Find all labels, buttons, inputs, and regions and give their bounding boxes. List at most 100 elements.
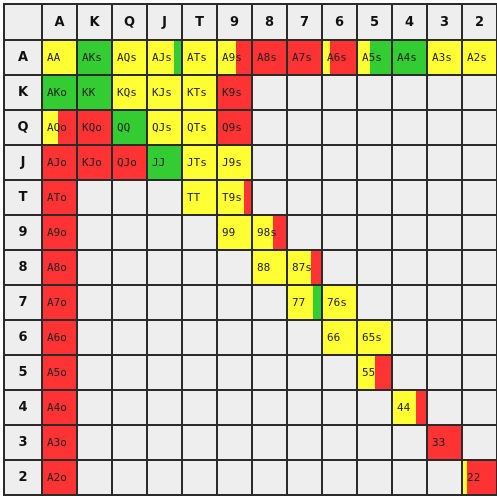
hand-cell-AQo[interactable]: AQo (43, 111, 76, 144)
hand-label: J9s (222, 156, 242, 169)
hand-cell-AQs[interactable]: AQs (113, 41, 146, 74)
hand-cell-87s[interactable]: 87s (288, 251, 321, 284)
column-header-2: 2 (463, 5, 496, 39)
hand-cell-A3s[interactable]: A3s (428, 41, 461, 74)
frequency-segment-red (43, 391, 76, 424)
frequency-segment-red (43, 181, 76, 214)
frequency-segment-green (393, 41, 426, 74)
frequency-segment-red (253, 41, 286, 74)
hand-cell-A8s[interactable]: A8s (253, 41, 286, 74)
hand-label: A4s (397, 51, 417, 64)
empty-cell (358, 426, 391, 459)
empty-cell (428, 286, 461, 319)
hand-cell-A4o[interactable]: A4o (43, 391, 76, 424)
hand-cell-A7o[interactable]: A7o (43, 286, 76, 319)
hand-cell-Q9s[interactable]: Q9s (218, 111, 251, 144)
hand-cell-A6s[interactable]: A6s (323, 41, 356, 74)
hand-cell-98s[interactable]: 98s (253, 216, 286, 249)
empty-cell (428, 181, 461, 214)
hand-cell-A4s[interactable]: A4s (393, 41, 426, 74)
hand-cell-AKs[interactable]: AKs (78, 41, 111, 74)
hand-cell-TT[interactable]: TT (183, 181, 216, 214)
hand-cell-A3o[interactable]: A3o (43, 426, 76, 459)
hand-cell-AKo[interactable]: AKo (43, 76, 76, 109)
empty-cell (288, 181, 321, 214)
frequency-segment-red (43, 251, 76, 284)
empty-cell (463, 426, 496, 459)
hand-cell-88[interactable]: 88 (253, 251, 286, 284)
empty-cell (253, 76, 286, 109)
hand-cell-QQ[interactable]: QQ (113, 111, 146, 144)
hand-cell-A5o[interactable]: A5o (43, 356, 76, 389)
frequency-segment-yellow (288, 251, 312, 284)
hand-cell-J9s[interactable]: J9s (218, 146, 251, 179)
frequency-segment-green (174, 41, 181, 74)
frequency-segment-red (236, 41, 251, 74)
hand-label: QJs (152, 121, 172, 134)
hand-cell-KTs[interactable]: KTs (183, 76, 216, 109)
empty-cell (78, 391, 111, 424)
hand-cell-76s[interactable]: 76s (323, 286, 356, 319)
empty-cell (253, 286, 286, 319)
hand-label: 88 (257, 261, 271, 274)
hand-cell-JJ[interactable]: JJ (148, 146, 181, 179)
hand-cell-33[interactable]: 33 (428, 426, 461, 459)
hand-cell-A8o[interactable]: A8o (43, 251, 76, 284)
hand-cell-KJs[interactable]: KJs (148, 76, 181, 109)
hand-label: KQo (82, 121, 102, 134)
hand-cell-K9s[interactable]: K9s (218, 76, 251, 109)
column-header-9: 9 (218, 5, 251, 39)
empty-cell (148, 181, 181, 214)
hand-label: KTs (187, 86, 207, 99)
hand-cell-AJo[interactable]: AJo (43, 146, 76, 179)
hand-cell-22[interactable]: 22 (463, 461, 496, 494)
hand-label: A3s (432, 51, 452, 64)
hand-label: A8s (257, 51, 277, 64)
hand-cell-44[interactable]: 44 (393, 391, 426, 424)
hand-cell-A6o[interactable]: A6o (43, 321, 76, 354)
hand-cell-65s[interactable]: 65s (358, 321, 391, 354)
hand-cell-QTs[interactable]: QTs (183, 111, 216, 144)
empty-cell (288, 391, 321, 424)
empty-cell (428, 391, 461, 424)
hand-cell-KJo[interactable]: KJo (78, 146, 111, 179)
hand-cell-55[interactable]: 55 (358, 356, 391, 389)
hand-cell-T9s[interactable]: T9s (218, 181, 251, 214)
hand-cell-QJo[interactable]: QJo (113, 146, 146, 179)
empty-cell (428, 461, 461, 494)
hand-cell-66[interactable]: 66 (323, 321, 356, 354)
hand-cell-KQo[interactable]: KQo (78, 111, 111, 144)
hand-cell-77[interactable]: 77 (288, 286, 321, 319)
empty-cell (323, 391, 356, 424)
hand-cell-AJs[interactable]: AJs (148, 41, 181, 74)
empty-cell (323, 216, 356, 249)
hand-label: A5s (362, 51, 382, 64)
frequency-segment-green (113, 111, 146, 144)
hand-cell-KQs[interactable]: KQs (113, 76, 146, 109)
frequency-segment-red (218, 76, 251, 109)
hand-cell-KK[interactable]: KK (78, 76, 111, 109)
hand-cell-ATo[interactable]: ATo (43, 181, 76, 214)
hand-cell-A5s[interactable]: A5s (358, 41, 391, 74)
empty-cell (78, 251, 111, 284)
hand-cell-A2s[interactable]: A2s (463, 41, 496, 74)
empty-cell (428, 251, 461, 284)
hand-cell-ATs[interactable]: ATs (183, 41, 216, 74)
hand-cell-A9s[interactable]: A9s (218, 41, 251, 74)
hand-label: 33 (432, 436, 446, 449)
row-header-7: 7 (5, 286, 41, 319)
empty-cell (218, 356, 251, 389)
empty-cell (428, 356, 461, 389)
hand-label: A9s (222, 51, 242, 64)
frequency-segment-yellow (288, 286, 313, 319)
hand-cell-QJs[interactable]: QJs (148, 111, 181, 144)
hand-cell-A2o[interactable]: A2o (43, 461, 76, 494)
hand-cell-JTs[interactable]: JTs (183, 146, 216, 179)
hand-cell-A9o[interactable]: A9o (43, 216, 76, 249)
hand-cell-A7s[interactable]: A7s (288, 41, 321, 74)
hand-label: A2s (467, 51, 487, 64)
empty-cell (183, 426, 216, 459)
frequency-segment-yellow (393, 391, 417, 424)
hand-cell-AA[interactable]: AA (43, 41, 76, 74)
hand-cell-99[interactable]: 99 (218, 216, 251, 249)
